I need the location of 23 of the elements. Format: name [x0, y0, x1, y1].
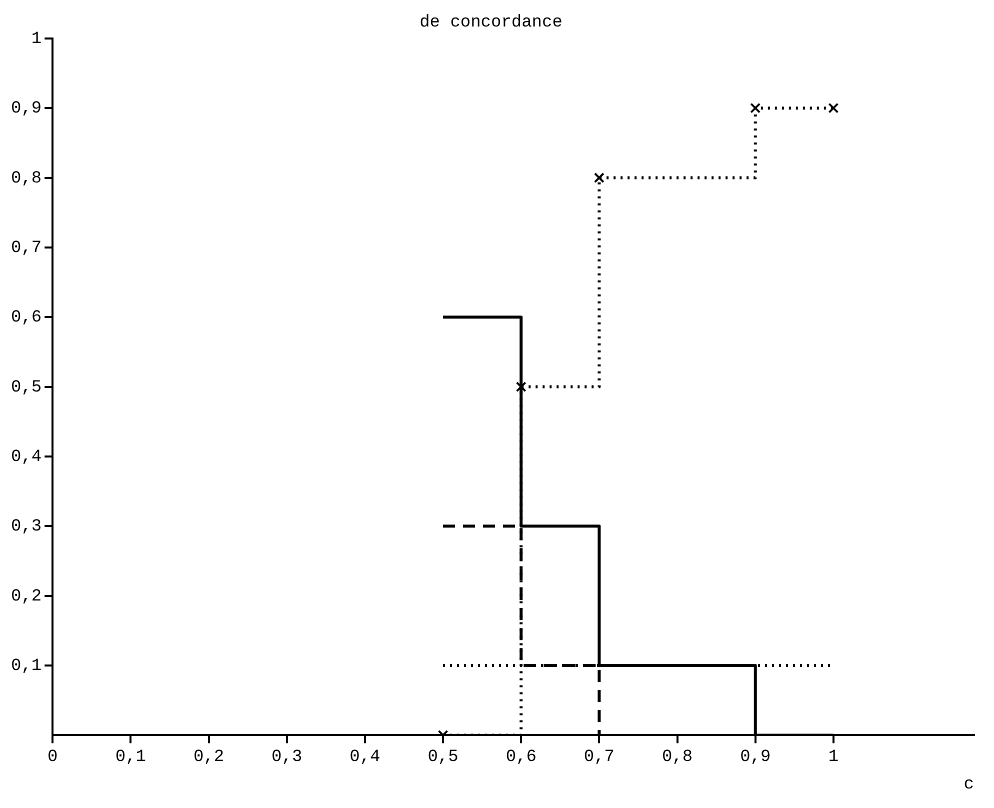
- x-tick-label: 0: [48, 748, 58, 767]
- x-tick-label: 0,9: [740, 748, 771, 767]
- x-tick-label: 0,2: [193, 748, 224, 767]
- y-tick-label: 0,3: [10, 518, 42, 537]
- y-tick-label: 0,6: [10, 308, 42, 328]
- y-tick-label: 0,1: [10, 657, 42, 676]
- x-tick-label: 0,7: [584, 748, 614, 767]
- x-tick-label: 0,6: [506, 748, 536, 767]
- x-tick-label: 1: [828, 748, 839, 767]
- y-tick-label: 0,4: [10, 448, 42, 467]
- y-tick-label: 0,7: [10, 238, 42, 258]
- y-tick-label: 1: [31, 30, 42, 49]
- x-axis-title: c: [964, 775, 974, 794]
- x-tick-label: 0,1: [115, 748, 146, 767]
- x-tick-label: 0,5: [428, 748, 458, 767]
- x-tick-label: 0,3: [272, 748, 302, 767]
- y-tick-label: 0,8: [10, 169, 42, 188]
- y-tick-label: 0,5: [10, 378, 42, 398]
- x-tick-label: 0,4: [350, 748, 380, 767]
- y-tick-label: 0,9: [10, 100, 42, 119]
- chart-title: de concordance: [420, 14, 562, 33]
- x-tick-label: 0,8: [662, 748, 693, 767]
- y-tick-label: 0,2: [10, 587, 42, 606]
